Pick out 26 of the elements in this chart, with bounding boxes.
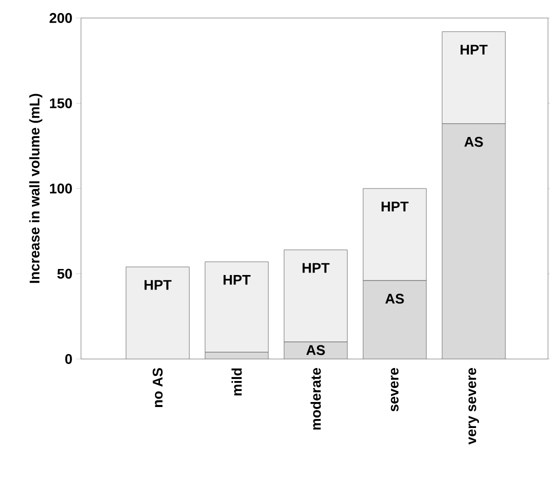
text: HPT bbox=[224, 275, 251, 285]
y-tick-label: 150 bbox=[50, 98, 72, 108]
series-label: HPT bbox=[144, 280, 172, 290]
bar bbox=[442, 31, 506, 124]
y-tick-label: 0 bbox=[65, 354, 72, 364]
y-tick-label: 50 bbox=[57, 268, 72, 279]
text: AS bbox=[385, 294, 404, 304]
series-label: AS bbox=[306, 345, 325, 356]
text: HPT bbox=[460, 44, 488, 54]
bar bbox=[362, 188, 427, 281]
bar bbox=[126, 266, 190, 359]
bar bbox=[284, 250, 348, 342]
x-tick-label: very severe bbox=[468, 368, 479, 445]
text: AS bbox=[464, 136, 483, 147]
text: HPT bbox=[382, 202, 409, 212]
bar bbox=[204, 262, 268, 352]
x-tick-label: no AS bbox=[152, 368, 163, 408]
x-tick-label: severe bbox=[390, 368, 399, 412]
x-tick-label: mild bbox=[232, 368, 242, 396]
y-axis-title: Increase in wall volume (mL) bbox=[29, 94, 42, 283]
x-tick-label: moderate bbox=[310, 368, 321, 430]
text: HPT bbox=[302, 263, 330, 273]
y-tick-label: 200 bbox=[50, 13, 72, 23]
bar bbox=[363, 280, 426, 359]
y-tick-label: 100 bbox=[50, 184, 72, 194]
bar bbox=[442, 124, 506, 359]
